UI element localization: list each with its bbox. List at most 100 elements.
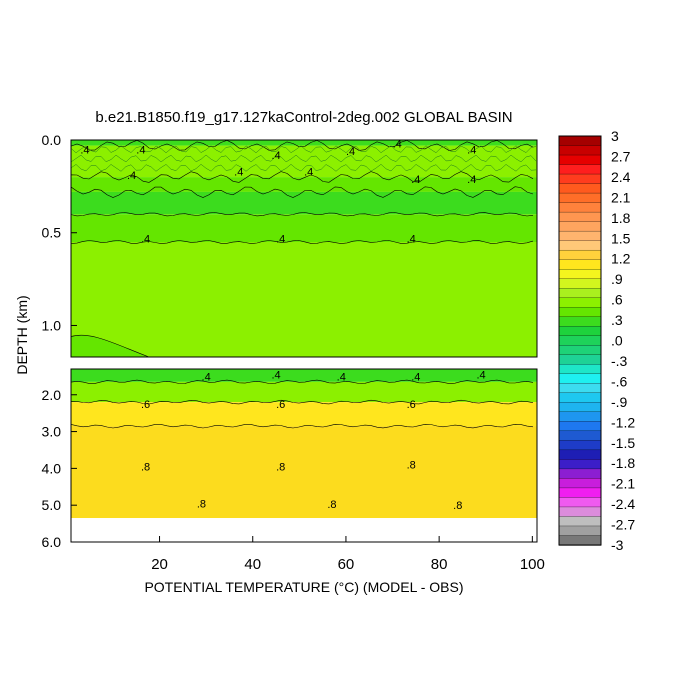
colorbar-label: 3 [611, 128, 619, 144]
colorbar-label: -1.5 [611, 435, 635, 451]
colorbar-label: 1.2 [611, 251, 631, 267]
contour-label: .8 [453, 500, 462, 512]
contour-label: .6 [407, 399, 416, 411]
colorbar-label: .9 [611, 271, 623, 287]
x-tick-label: 80 [431, 556, 448, 573]
colorbar-label: .0 [611, 333, 623, 349]
colorbar-swatch [558, 525, 602, 537]
colorbar-swatch [558, 421, 602, 432]
band-upper-1 [71, 145, 537, 178]
colorbar-label: 1.8 [611, 210, 631, 226]
colorbar-swatch [558, 364, 602, 375]
contour-label: .4 [393, 139, 402, 151]
colorbar-swatch [558, 278, 602, 289]
colorbar-swatch [558, 221, 602, 232]
contour-line-lower-2 [70, 399, 534, 405]
colorbar-label: .6 [611, 292, 623, 308]
contour-label: .4 [411, 371, 420, 383]
y-tick-label: 3.0 [42, 424, 62, 440]
contour-label: .4 [276, 233, 285, 245]
x-tick-label: 20 [151, 556, 168, 573]
contour-label: .4 [271, 150, 280, 162]
x-tick-label: 100 [520, 556, 545, 573]
colorbar-swatch [558, 449, 602, 461]
colorbar-swatch [558, 288, 602, 299]
colorbar-label: -2.4 [611, 496, 635, 512]
panel-frame-upper [70, 139, 538, 358]
plot-panels: .4 .4 .4 .4 .4 .4 .4 .4 .4 .4 .4 .4 .4 .4 .4 .4 .4 .4 .4 .6… [70, 139, 538, 543]
contour-label: .4 [407, 233, 416, 245]
colorbar-swatch [558, 259, 602, 270]
band-upper-3 [71, 191, 537, 215]
panel-lower: .4 .4 .4 .4 .4 .6 .6 .6 .8 .8 .8 .8 .8 .8 [70, 368, 538, 543]
y-tick-label: 1.0 [42, 317, 62, 333]
y-tick-label: 6.0 [42, 534, 62, 550]
colorbar-swatch [558, 154, 602, 166]
colorbar-label: -1.8 [611, 455, 635, 471]
colorbar-swatch [558, 307, 602, 318]
chart-title: b.e21.B1850.f19_g17.127kaControl-2deg.00… [95, 109, 512, 126]
colorbar: 3 2.7 2.4 2.1 1.8 1.5 1.2 .9 .6 .3 .0 -.3 -.6 -.9 -1.2… [558, 128, 635, 553]
colorbar-swatch [558, 497, 602, 508]
colorbar-swatch [558, 316, 602, 327]
colorbar-label: -.3 [611, 353, 628, 369]
colorbar-swatch [558, 145, 602, 156]
contour-label: .8 [141, 462, 150, 474]
colorbar-swatch [558, 516, 602, 527]
colorbar-label: -.9 [611, 394, 628, 410]
colorbar-swatch [558, 383, 602, 394]
contour-label: .4 [476, 370, 485, 382]
contour-label: .4 [127, 170, 136, 182]
contour-label: .4 [304, 167, 313, 179]
colorbar-label: 2.1 [611, 189, 631, 205]
colorbar-label: -1.2 [611, 414, 635, 430]
y-tick-label: 4.0 [42, 460, 62, 476]
colorbar-swatch [558, 487, 602, 499]
y-tick-label: 0.0 [42, 132, 62, 148]
colorbar-swatch [558, 230, 602, 242]
colorbar-swatch [558, 135, 602, 147]
colorbar-swatch [558, 373, 602, 384]
surface-contour-1 [70, 154, 537, 163]
contour-label: .4 [136, 144, 145, 156]
band-lower-0 [71, 369, 537, 382]
colorbar-swatch [558, 249, 602, 261]
contour-label: .4 [202, 371, 211, 383]
contour-label: .6 [276, 399, 285, 411]
x-axis-label: POTENTIAL TEMPERATURE (°C) (MODEL - OBS) [144, 579, 463, 595]
colorbar-swatch [558, 468, 602, 480]
colorbar-swatch [558, 354, 602, 365]
y-tick-label: 0.5 [42, 225, 62, 241]
colorbar-swatch [558, 183, 602, 194]
colorbar-label: -2.7 [611, 517, 635, 533]
colorbar-swatch [558, 506, 602, 518]
contour-label: .4 [467, 144, 476, 156]
colorbar-label: 1.5 [611, 230, 631, 246]
contour-label: .8 [327, 499, 336, 511]
colorbar-swatch [558, 297, 602, 308]
x-tick-label: 40 [244, 556, 261, 573]
contour-label: .4 [234, 167, 243, 179]
no-data-region [71, 518, 537, 542]
colorbar-swatch [558, 192, 602, 204]
contour-line-upper-5 [70, 240, 534, 244]
contour-line-upper-2 [70, 171, 534, 183]
band-upper-4 [71, 214, 537, 243]
colorbar-swatch [558, 202, 602, 213]
colorbar-label: -2.1 [611, 476, 635, 492]
contour-line-lower-3 [70, 423, 534, 429]
contour-label: .4 [346, 146, 355, 158]
band-lower-1 [71, 381, 537, 403]
colorbar-label: 2.4 [611, 169, 631, 185]
contour-label: .6 [141, 399, 150, 411]
colorbar-swatch [558, 326, 602, 337]
colorbar-label: -3 [611, 537, 624, 553]
contour-line-upper-1 [70, 139, 534, 151]
y-tick-label: 5.0 [42, 497, 62, 513]
colorbar-label: 2.7 [611, 148, 631, 164]
colorbar-swatch [558, 269, 602, 280]
colorbar-swatch [558, 459, 602, 470]
contour-label: .8 [197, 498, 206, 510]
band-lower-2 [71, 402, 537, 427]
